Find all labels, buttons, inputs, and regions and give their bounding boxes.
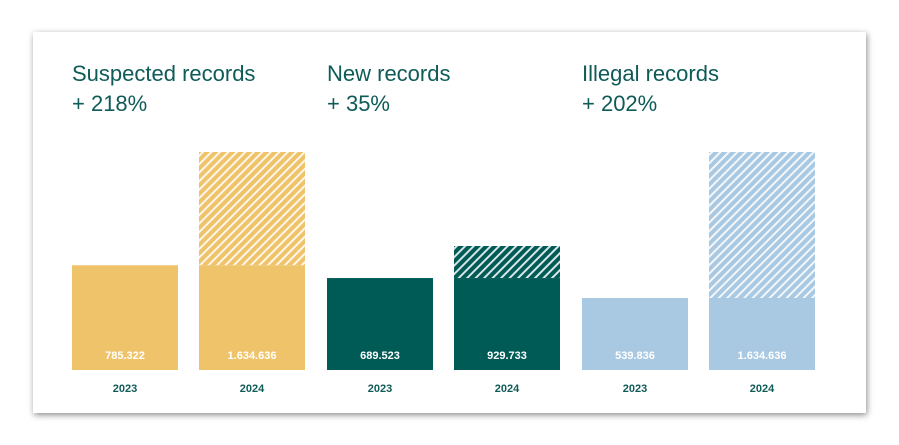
year-label-1-2023: 2023	[368, 383, 392, 395]
year-label-2-2024: 2024	[750, 383, 775, 395]
panel-change-new: + 35%	[327, 91, 390, 116]
panel-title-illegal: Illegal records	[582, 61, 719, 86]
bar-2-2024	[709, 298, 815, 370]
bar-increase-0-2024	[199, 152, 305, 266]
bar-2-2023	[582, 298, 688, 370]
bars-layer: 785.322 2023 1.634.636 2024 689.523 2023 929.7…	[72, 152, 815, 395]
bar-increase-1-2024	[454, 246, 560, 279]
bar-1-2024	[454, 278, 560, 370]
year-label-0-2024: 2024	[240, 383, 265, 395]
bar-chart: 785.322 2023 1.634.636 2024 689.523 2023 929.7…	[72, 152, 815, 395]
bar-value-label-1-2024: 929.733	[487, 350, 527, 362]
panel-title-new: New records	[327, 61, 451, 86]
bar-value-label-2-2024: 1.634.636	[738, 350, 787, 362]
year-label-1-2024: 2024	[495, 383, 520, 395]
panel-title-suspected: Suspected records	[72, 61, 256, 86]
bar-value-label-0-2024: 1.634.636	[228, 350, 277, 362]
bar-value-label-0-2023: 785.322	[105, 350, 145, 362]
panel-change-illegal: + 202%	[582, 91, 658, 116]
bar-increase-2-2024	[709, 152, 815, 299]
bar-value-label-2-2023: 539.836	[615, 350, 655, 362]
year-label-0-2023: 2023	[113, 383, 137, 395]
year-label-2-2023: 2023	[623, 383, 647, 395]
bar-1-2023	[327, 278, 433, 370]
chart-card: Suspected records + 218% New records + 3…	[33, 32, 866, 413]
bar-0-2023	[72, 265, 178, 370]
bar-0-2024	[199, 265, 305, 370]
bar-value-label-1-2023: 689.523	[360, 350, 400, 362]
panel-change-suspected: + 218%	[72, 91, 148, 116]
